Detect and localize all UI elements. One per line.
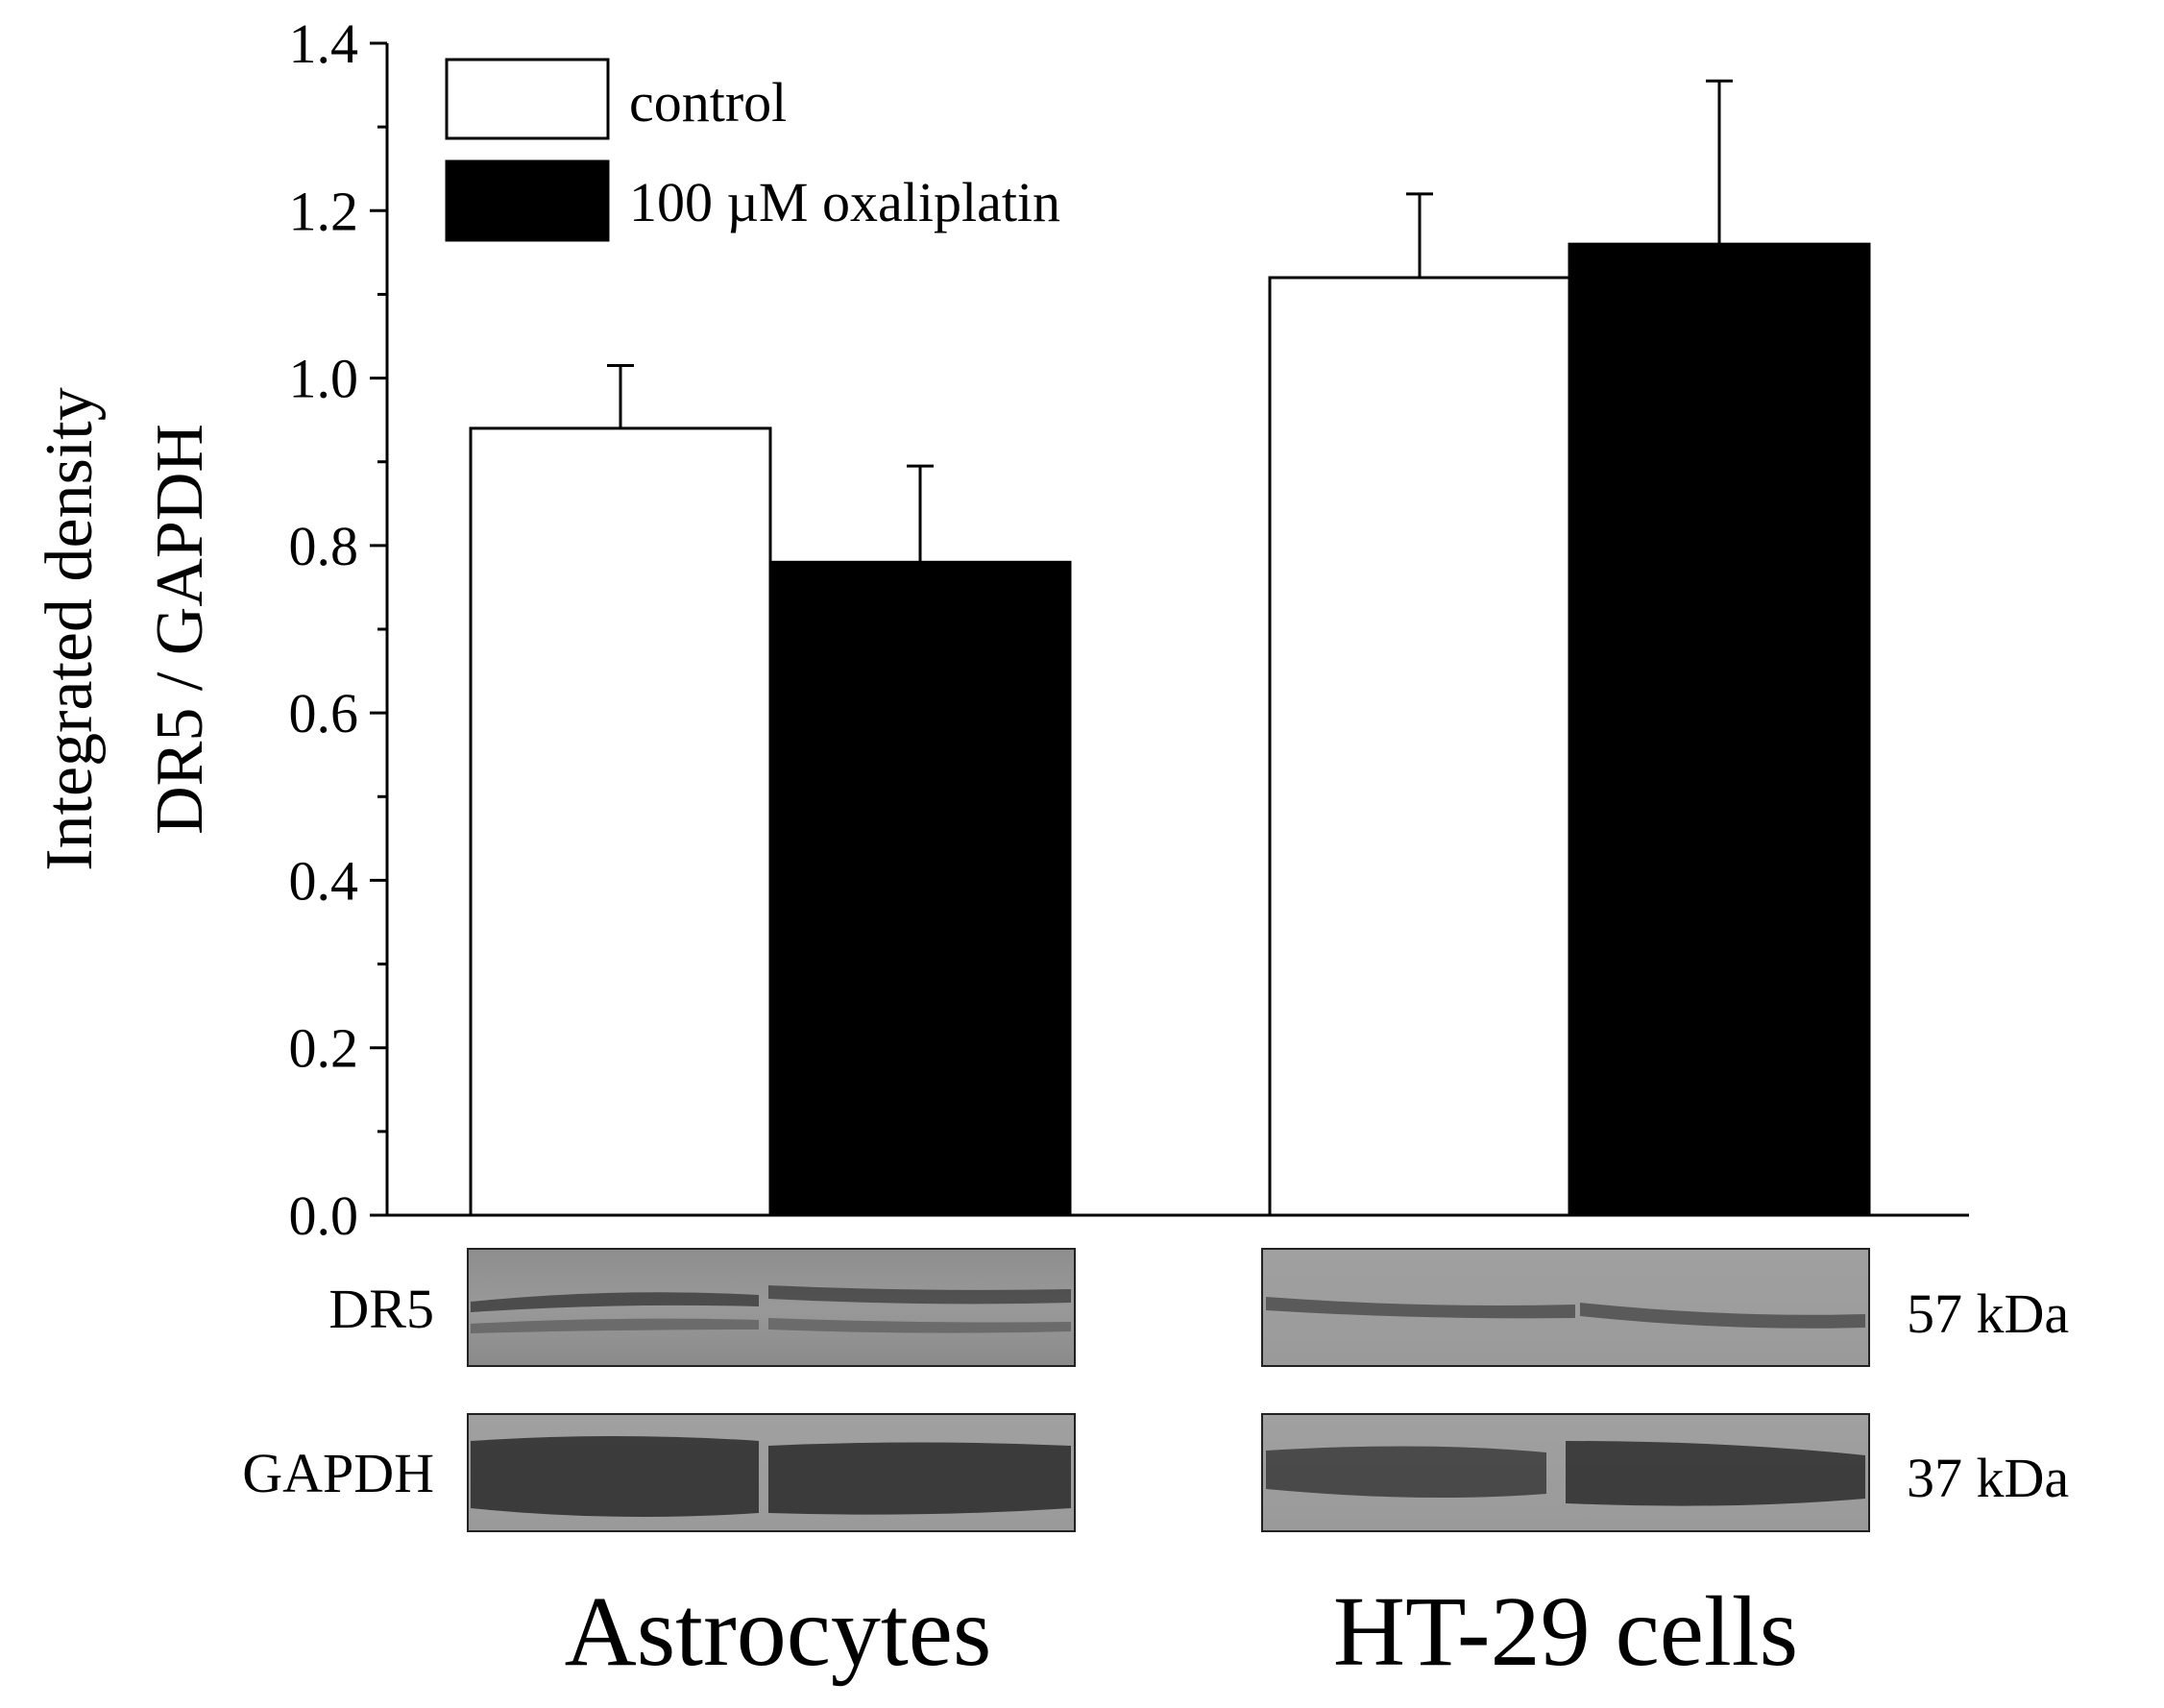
y-tick-label: 0.0 — [289, 1184, 359, 1247]
blot-kda-dr5: 57 kDa — [1907, 1282, 2069, 1345]
blot-dr5-astrocytes — [467, 1248, 1076, 1367]
bars — [469, 79, 1871, 1217]
band-gapdh-astro-2 — [768, 1442, 1071, 1515]
band-gapdh-ht29-2 — [1566, 1441, 1865, 1506]
y-tick-label: 1.4 — [289, 12, 359, 75]
legend-swatch — [445, 58, 610, 140]
bar — [469, 427, 772, 1217]
y-axis-title-line1: Integrated density — [33, 387, 107, 870]
band-dr5-astro-3 — [471, 1318, 759, 1333]
band-dr5-astro-2 — [768, 1285, 1071, 1305]
y-tick-label: 0.8 — [289, 515, 359, 577]
band-gapdh-astro-1 — [471, 1436, 759, 1517]
legend-label: 100 µM oxaliplatin — [629, 171, 1060, 233]
group-label-ht29: HT-29 cells — [1333, 1576, 1798, 1687]
legend-label: control — [629, 71, 787, 134]
band-dr5-ht29-1 — [1266, 1297, 1575, 1319]
blot-kda-gapdh: 37 kDa — [1907, 1447, 2069, 1509]
bar — [1568, 242, 1871, 1217]
band-dr5-ht29-2 — [1580, 1303, 1865, 1329]
y-tick-label: 1.2 — [289, 180, 359, 242]
y-tick-label: 0.6 — [289, 682, 359, 744]
legend-swatch — [445, 159, 610, 242]
y-tick-label: 0.4 — [289, 849, 359, 912]
axes: 0.0 0.2 0.4 0.6 0.8 1.0 1.2 1.4 — [289, 12, 1969, 1247]
blot-label-gapdh: GAPDH — [242, 1442, 434, 1504]
band-dr5-astro-1 — [471, 1292, 759, 1312]
western-blots: DR5 GAPDH 57 kDa 37 kDa — [242, 1248, 2069, 1532]
y-tick-label: 1.0 — [289, 348, 359, 410]
y-tick-label: 0.2 — [289, 1017, 359, 1080]
y-axis-title-line2: DR5 / GAPDH — [143, 424, 217, 835]
group-label-astrocytes: Astrocytes — [565, 1576, 992, 1687]
band-dr5-astro-4 — [768, 1318, 1071, 1333]
bar — [768, 560, 1072, 1217]
legend: control 100 µM oxaliplatin — [445, 58, 1060, 242]
blot-label-dr5: DR5 — [328, 1278, 434, 1340]
band-gapdh-ht29-1 — [1266, 1446, 1546, 1498]
bar — [1268, 276, 1571, 1217]
